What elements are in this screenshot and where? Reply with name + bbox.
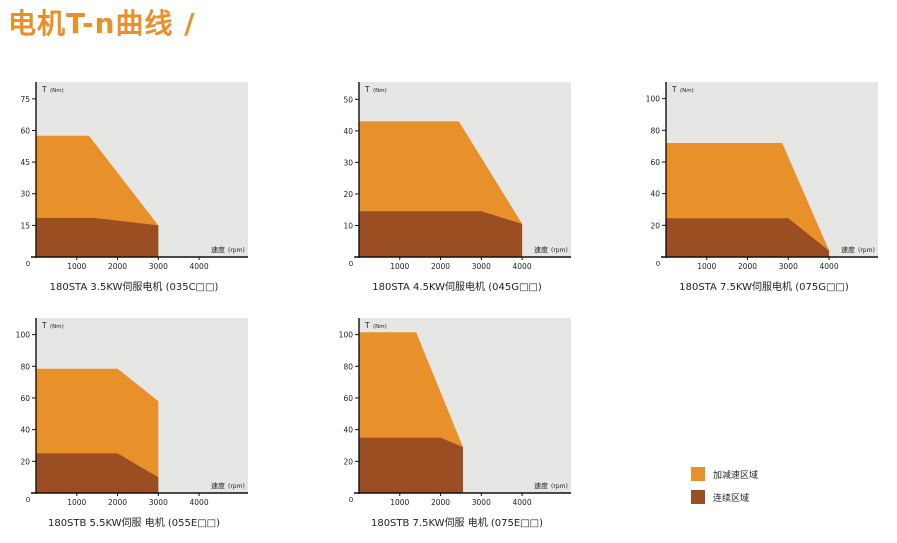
legend-swatch-continuous xyxy=(691,490,705,504)
x-tick-label: 1000 xyxy=(67,262,86,271)
x-tick-label: 4000 xyxy=(190,262,209,271)
x-tick-label: 2000 xyxy=(108,498,127,507)
continuous-region-area xyxy=(36,453,159,493)
continuous-region-area xyxy=(36,218,159,257)
y-axis-unit: (Nm) xyxy=(50,88,64,94)
x-axis-unit: (rpm) xyxy=(228,247,245,254)
x-tick-label: 2000 xyxy=(431,498,450,507)
y-tick-label: 60 xyxy=(20,126,30,135)
chart-075g: 20 40 60 80 100 1000 2000 3000 4000 0 T (Nm) 速度 (rpm) xyxy=(646,82,878,271)
y-tick-label: 60 xyxy=(343,394,353,403)
chart-035c: 15 30 45 60 75 1000 2000 3000 4000 0 T (Nm) 速度 (rpm) xyxy=(20,82,248,271)
origin-label: 0 xyxy=(26,260,30,268)
y-axis-unit: (Nm) xyxy=(373,324,387,330)
y-tick-label: 40 xyxy=(20,426,30,435)
y-axis-unit: (Nm) xyxy=(50,324,64,330)
y-tick-label: 100 xyxy=(16,331,31,340)
chart-caption-055e: 180STB 5.5KW伺服 电机 (055E□□) xyxy=(47,518,221,529)
x-tick-label: 2000 xyxy=(108,262,127,271)
chart-075e: 20 40 60 80 100 1000 2000 3000 4000 0 T (Nm) 速度 (rpm) xyxy=(339,318,571,507)
continuous-region-area xyxy=(359,437,463,493)
x-axis-unit: (rpm) xyxy=(858,247,875,254)
legend-swatch-accel xyxy=(691,467,705,481)
y-tick-label: 20 xyxy=(343,457,353,466)
x-axis-unit: (rpm) xyxy=(551,247,568,254)
y-axis-label: T xyxy=(364,85,370,94)
x-tick-label: 3000 xyxy=(149,498,168,507)
y-tick-label: 15 xyxy=(20,221,30,230)
y-tick-label: 10 xyxy=(343,221,353,230)
y-axis-label: T xyxy=(41,321,47,330)
page-title: 电机T-n曲线 / xyxy=(8,7,196,40)
x-axis-label: 速度 xyxy=(534,245,548,254)
chart-045g: 10 20 30 40 50 1000 2000 3000 4000 0 T (Nm) 速度 (rpm) xyxy=(343,82,571,271)
x-tick-label: 2000 xyxy=(738,262,757,271)
y-tick-label: 45 xyxy=(20,158,30,167)
chart-055e: 20 40 60 80 100 1000 2000 3000 4000 0 T (Nm) 速度 (rpm) xyxy=(16,318,248,507)
y-tick-label: 20 xyxy=(343,190,353,199)
legend-item-continuous: 连续区域 xyxy=(691,489,758,505)
chart-caption-045g: 180STA 4.5KW伺服电机 (045G□□) xyxy=(372,282,542,293)
y-tick-label: 30 xyxy=(343,158,353,167)
y-tick-label: 75 xyxy=(20,95,30,104)
origin-label: 0 xyxy=(656,260,660,268)
y-axis-unit: (Nm) xyxy=(680,88,694,94)
y-tick-label: 100 xyxy=(339,331,354,340)
y-tick-label: 50 xyxy=(343,95,353,104)
x-tick-label: 3000 xyxy=(779,262,798,271)
y-tick-label: 40 xyxy=(650,190,660,199)
legend-label-accel: 加减速区域 xyxy=(713,470,759,481)
y-tick-label: 20 xyxy=(20,457,30,466)
x-tick-label: 1000 xyxy=(697,262,716,271)
y-tick-label: 20 xyxy=(650,221,660,230)
continuous-region-area xyxy=(359,211,523,257)
x-tick-label: 4000 xyxy=(513,498,532,507)
x-tick-label: 2000 xyxy=(431,262,450,271)
continuous-region-area xyxy=(666,218,830,257)
x-axis-label: 速度 xyxy=(841,245,855,254)
y-axis-label: T xyxy=(41,85,47,94)
legend-item-accel: 加减速区域 xyxy=(691,466,758,482)
x-tick-label: 1000 xyxy=(390,262,409,271)
chart-caption-075g: 180STA 7.5KW伺服电机 (075G□□) xyxy=(679,282,849,293)
x-tick-label: 1000 xyxy=(67,498,86,507)
x-tick-label: 3000 xyxy=(472,498,491,507)
chart-caption-035c: 180STA 3.5KW伺服电机 (035C□□) xyxy=(49,282,219,293)
y-tick-label: 40 xyxy=(343,127,353,136)
y-tick-label: 80 xyxy=(343,362,353,371)
y-tick-label: 60 xyxy=(20,394,30,403)
x-tick-label: 4000 xyxy=(190,498,209,507)
x-axis-label: 速度 xyxy=(211,245,225,254)
y-tick-label: 40 xyxy=(343,426,353,435)
x-tick-label: 1000 xyxy=(390,498,409,507)
x-tick-label: 4000 xyxy=(513,262,532,271)
x-tick-label: 4000 xyxy=(820,262,839,271)
y-tick-label: 80 xyxy=(20,362,30,371)
legend-label-continuous: 连续区域 xyxy=(713,493,750,504)
origin-label: 0 xyxy=(349,260,353,268)
x-axis-label: 速度 xyxy=(211,481,225,490)
y-tick-label: 100 xyxy=(646,95,661,104)
y-tick-label: 80 xyxy=(650,126,660,135)
x-tick-label: 3000 xyxy=(149,262,168,271)
y-axis-unit: (Nm) xyxy=(373,88,387,94)
legend: 加减速区域 连续区域 xyxy=(691,466,758,512)
y-axis-label: T xyxy=(671,85,677,94)
origin-label: 0 xyxy=(26,496,30,504)
x-axis-unit: (rpm) xyxy=(228,483,245,490)
y-tick-label: 60 xyxy=(650,158,660,167)
origin-label: 0 xyxy=(349,496,353,504)
y-axis-label: T xyxy=(364,321,370,330)
chart-caption-075e: 180STB 7.5KW伺服 电机 (075E□□) xyxy=(370,518,544,529)
y-tick-label: 30 xyxy=(20,190,30,199)
x-axis-label: 速度 xyxy=(534,481,548,490)
x-tick-label: 3000 xyxy=(472,262,491,271)
x-axis-unit: (rpm) xyxy=(551,483,568,490)
